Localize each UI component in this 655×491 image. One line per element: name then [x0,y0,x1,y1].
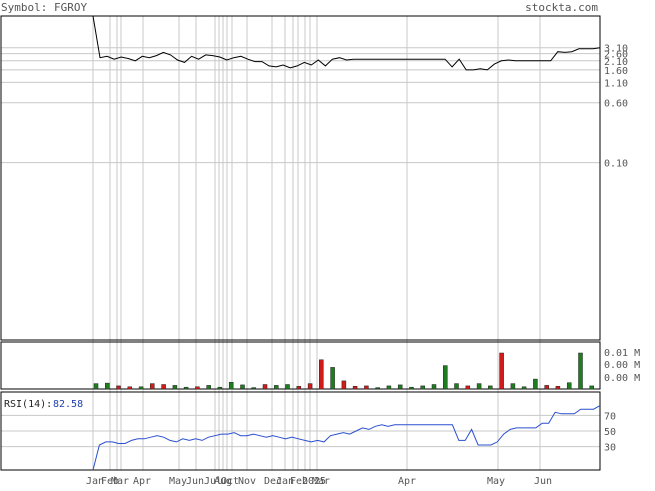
frame-layer [0,15,601,471]
volume-bar [555,386,561,390]
volume-bar [183,386,189,390]
x-axis-month-label: Jul [204,476,222,486]
x-axis-month-label: Dec [264,476,282,486]
volume-bar [386,385,392,390]
volume-bar [307,383,313,390]
price-tick-label: 0.60 [604,99,628,110]
rsi-layer [92,405,601,471]
rsi-current-value: 82.58 [53,399,83,410]
x-axis-month-label: Feb [290,476,308,486]
volume-bar [105,382,110,390]
volume-bar [352,386,358,390]
volume-bar [409,386,414,390]
volume-bar [172,385,178,390]
volume-bar [319,359,324,390]
x-axis-month-label: Jan [86,476,104,486]
volume-bar [285,384,290,390]
volume-bar [138,386,144,390]
volume-bar [217,386,223,390]
volume-bar [510,383,516,390]
label-layer: 3.102.602.101.601.100.600.100.01 M0.00 M… [86,44,640,487]
rsi-tick-label: 30 [604,443,616,454]
volume-bar [262,384,268,390]
volume-bar [578,352,583,390]
rsi-series-line [92,405,601,471]
volume-bar [544,385,549,390]
volume-bar [330,367,335,390]
x-axis-month-label: Mar [111,476,129,486]
volume-bar [488,385,493,390]
volume-bar [150,383,155,390]
volume-bar [375,387,380,390]
x-axis-month-label: Nov [238,476,256,486]
price-tick-label: 0.10 [604,159,628,170]
grid-layer [1,16,600,470]
price-tick-label: 2.60 [604,50,628,61]
x-axis-month-label: May [169,476,187,486]
volume-bar [240,384,245,390]
volume-bar [476,383,482,390]
volume-bar [195,386,200,390]
volume-bar [127,386,133,390]
x-axis-month-label: Apr [398,476,416,486]
volume-bar [206,385,211,390]
price-tick-label: 3.10 [604,44,628,55]
site-watermark: stockta.com [525,1,598,14]
volume-bar [116,385,121,390]
symbol-label: Symbol: FGROY [1,1,87,14]
volume-bar [521,386,527,390]
volume-bar [93,383,99,390]
x-axis-month-label: Jun [534,476,552,486]
volume-bar [454,383,459,390]
x-axis-month-label: Apr [133,476,151,486]
volume-bar [296,386,302,390]
volume-bar [397,384,403,390]
price-tick-label: 2.10 [604,57,628,68]
rsi-label: RSI(14): [4,399,52,410]
volume-bar [443,365,448,390]
volume-bar [228,382,234,390]
rsi-panel-frame [0,391,601,471]
volume-bar [341,380,347,390]
x-axis-month-label: Mar [312,476,330,486]
volume-bar [161,384,166,390]
price-tick-label: 1.60 [604,66,628,77]
x-axis-month-label: 2025 [302,476,326,486]
x-axis-month-label: May [487,476,505,486]
rsi-tick-label: 70 [604,411,616,422]
volume-bar [533,378,538,390]
price-layer [92,15,601,71]
volume-tick-label: 0.00 M [604,373,640,384]
volume-bar [431,384,437,390]
volume-bar [465,385,471,390]
x-axis-month-label: Oct [221,476,239,486]
x-axis-month-label: Jan [276,476,294,486]
volume-tick-label: 0.01 M [604,348,640,359]
volume-bar [499,352,504,390]
volume-bar [251,387,256,390]
price-tick-label: 1.10 [604,78,628,89]
volume-bar [566,382,572,390]
price-series-line [92,15,601,71]
volume-bar [589,385,594,390]
volume-tick-label: 0.00 M [604,360,640,371]
x-axis-month-label: Feb [101,476,119,486]
volume-bar [364,385,369,390]
volume-layer [93,352,594,390]
x-axis-month-label: Jun [186,476,204,486]
volume-bar [274,385,279,390]
price-panel-frame [0,15,601,341]
rsi-tick-label: 50 [604,427,616,438]
volume-bar [420,385,425,390]
x-axis-month-label: Aug [214,476,232,486]
